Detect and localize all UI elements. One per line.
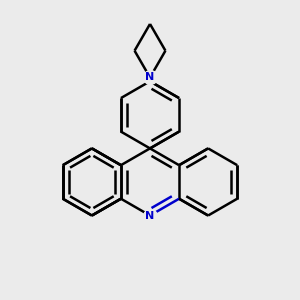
Text: N: N xyxy=(146,211,154,220)
Text: N: N xyxy=(146,73,154,82)
